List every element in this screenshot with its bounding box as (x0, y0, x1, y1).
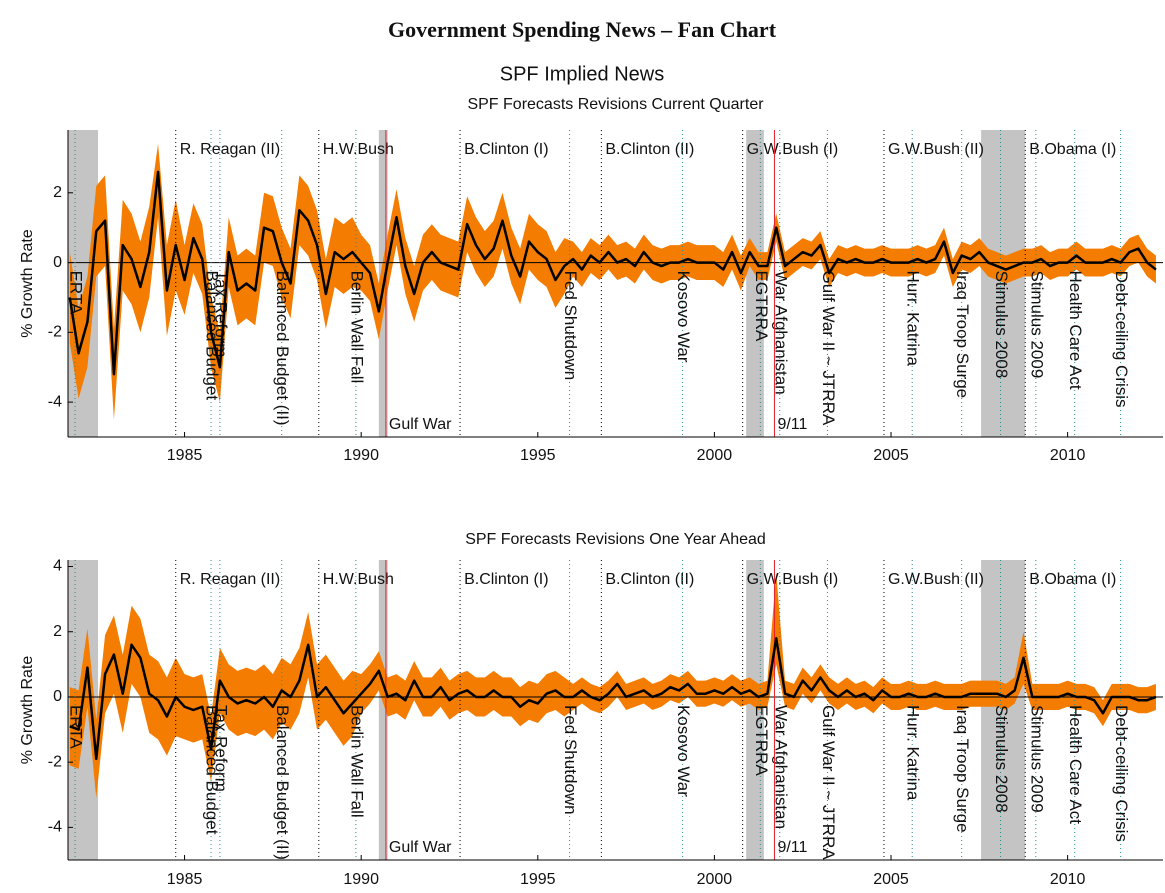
recession-shade (746, 130, 764, 437)
marker-label: Gulf War (389, 416, 452, 433)
term-label: B.Obama (I) (1029, 571, 1116, 588)
x-tick-label: 1995 (520, 871, 556, 888)
event-label: Gulf War II ~ JTRRA (819, 271, 838, 426)
event-label: Balanced Budget (II) (273, 705, 292, 860)
x-tick-label: 1985 (167, 871, 203, 888)
event-label: War Afghanistan (771, 705, 790, 829)
x-tick-label: 1990 (343, 447, 379, 464)
fan-band (69, 143, 1156, 420)
event-label: Health Care Act (1066, 705, 1085, 824)
y-tick-label: 2 (53, 623, 62, 640)
fan-band (69, 573, 1156, 799)
panel-title: SPF Forecasts Revisions One Year Ahead (465, 531, 766, 548)
event-label: Stimulus 2009 (1027, 705, 1046, 813)
recession-shade (746, 560, 764, 860)
event-label: Kosovo War (674, 271, 693, 363)
event-label: ERTA (67, 705, 86, 749)
term-label: G.W.Bush (I) (747, 141, 839, 158)
event-label: War Afghanistan (771, 271, 790, 395)
y-axis-label: % Growth Rate (19, 656, 36, 765)
y-tick-label: -4 (48, 393, 62, 410)
x-tick-label: 2010 (1050, 447, 1086, 464)
x-tick-label: 1995 (520, 447, 556, 464)
marker-label: Gulf War (389, 839, 452, 856)
event-label: Stimulus 2008 (992, 705, 1011, 813)
event-label: Berlin Wall Fall (347, 271, 366, 384)
term-label: G.W.Bush (II) (888, 141, 984, 158)
term-label: B.Clinton (I) (464, 571, 548, 588)
event-label: Hurr. Katrina (904, 705, 923, 801)
x-tick-label: 2005 (873, 447, 909, 464)
event-label: Debt-ceiling Crisis (1112, 271, 1131, 408)
event-label: Health Care Act (1066, 271, 1085, 390)
panel-title: SPF Forecasts Revisions Current Quarter (467, 96, 764, 113)
news-line (68, 170, 1157, 376)
y-tick-label: 2 (53, 184, 62, 201)
news-line (69, 637, 1157, 761)
term-label: R. Reagan (II) (180, 571, 280, 588)
term-label: R. Reagan (II) (180, 141, 280, 158)
figure-subtitle: SPF Implied News (500, 63, 665, 85)
y-tick-label: 0 (53, 254, 62, 271)
event-label: Tax Reform (211, 705, 230, 792)
recession-shade (981, 130, 1026, 437)
event-label: Iraq Troop Surge (953, 705, 972, 833)
event-label: Iraq Troop Surge (953, 271, 972, 399)
term-label: B.Clinton (II) (605, 571, 694, 588)
event-label: Fed Shutdown (561, 705, 580, 815)
x-tick-label: 1985 (167, 447, 203, 464)
event-label: Balanced Budget (II) (273, 271, 292, 426)
x-tick-label: 2000 (697, 447, 733, 464)
event-label: ERTA (67, 271, 86, 315)
event-label: Fed Shutdown (561, 271, 580, 381)
y-tick-label: 4 (53, 558, 62, 575)
event-label: Gulf War II ~ JTRRA (819, 705, 838, 860)
x-tick-label: 2000 (697, 871, 733, 888)
x-tick-label: 2010 (1050, 871, 1086, 888)
event-label: EGTRRA (752, 705, 771, 777)
marker-label: 9/11 (777, 416, 807, 433)
event-label: Hurr. Katrina (904, 271, 923, 367)
y-tick-label: 0 (53, 688, 62, 705)
event-label: Kosovo War (674, 705, 693, 797)
term-label: G.W.Bush (I) (747, 571, 839, 588)
event-label: Debt-ceiling Crisis (1112, 705, 1131, 842)
event-label: Stimulus 2008 (992, 271, 1011, 379)
event-label: Balanced Budget (203, 705, 222, 835)
event-label: EGTRRA (752, 271, 771, 343)
y-axis-label: % Growth Rate (19, 229, 36, 338)
y-tick-label: -2 (48, 753, 62, 770)
marker-label: 9/11 (777, 839, 807, 856)
figure-title: Government Spending News – Fan Chart (388, 17, 777, 42)
event-label: Berlin Wall Fall (347, 705, 366, 818)
recession-shade (981, 560, 1026, 860)
term-label: H.W.Bush (323, 571, 394, 588)
term-label: H.W.Bush (323, 141, 394, 158)
event-label: Stimulus 2009 (1027, 271, 1046, 379)
term-label: B.Obama (I) (1029, 141, 1116, 158)
term-label: G.W.Bush (II) (888, 571, 984, 588)
x-tick-label: 2005 (873, 871, 909, 888)
x-tick-label: 1990 (343, 871, 379, 888)
term-label: B.Clinton (II) (605, 141, 694, 158)
y-tick-label: -2 (48, 324, 62, 341)
term-label: B.Clinton (I) (464, 141, 548, 158)
recession-shade (378, 560, 388, 860)
y-tick-label: -4 (48, 819, 62, 836)
